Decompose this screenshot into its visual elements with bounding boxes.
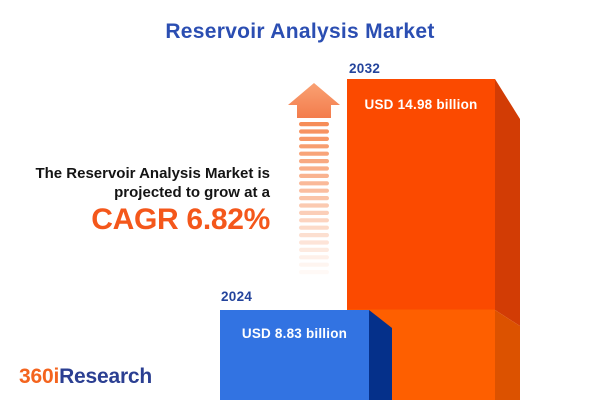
bar-2032-value-label: USD 14.98 billion <box>364 97 478 112</box>
bar-2032-side <box>495 79 520 326</box>
logo-360i: 360i <box>19 365 60 388</box>
bar-2032-face <box>347 79 495 310</box>
annotation-block: The Reservoir Analysis Market is project… <box>35 164 270 235</box>
year-label-2024: 2024 <box>221 289 253 304</box>
bar-2024-side <box>369 310 392 400</box>
cagr-text: CAGR 6.82% <box>91 203 270 236</box>
year-label-2032: 2032 <box>349 61 381 76</box>
bar-2024-face <box>220 310 369 400</box>
annotation-line-1: The Reservoir Analysis Market is <box>35 165 270 182</box>
bar-2032-lower-side <box>495 310 520 400</box>
logo-research: Research <box>59 365 153 388</box>
arrow-head <box>288 83 340 118</box>
arrow-stripes <box>299 122 329 275</box>
annotation-line-2: projected to grow at a <box>114 184 270 201</box>
bar-2024-value-label: USD 8.83 billion <box>241 326 348 341</box>
growth-arrow-icon <box>288 83 340 275</box>
page-title: Reservoir Analysis Market <box>165 20 435 43</box>
logo: 360iResearch <box>19 365 152 389</box>
